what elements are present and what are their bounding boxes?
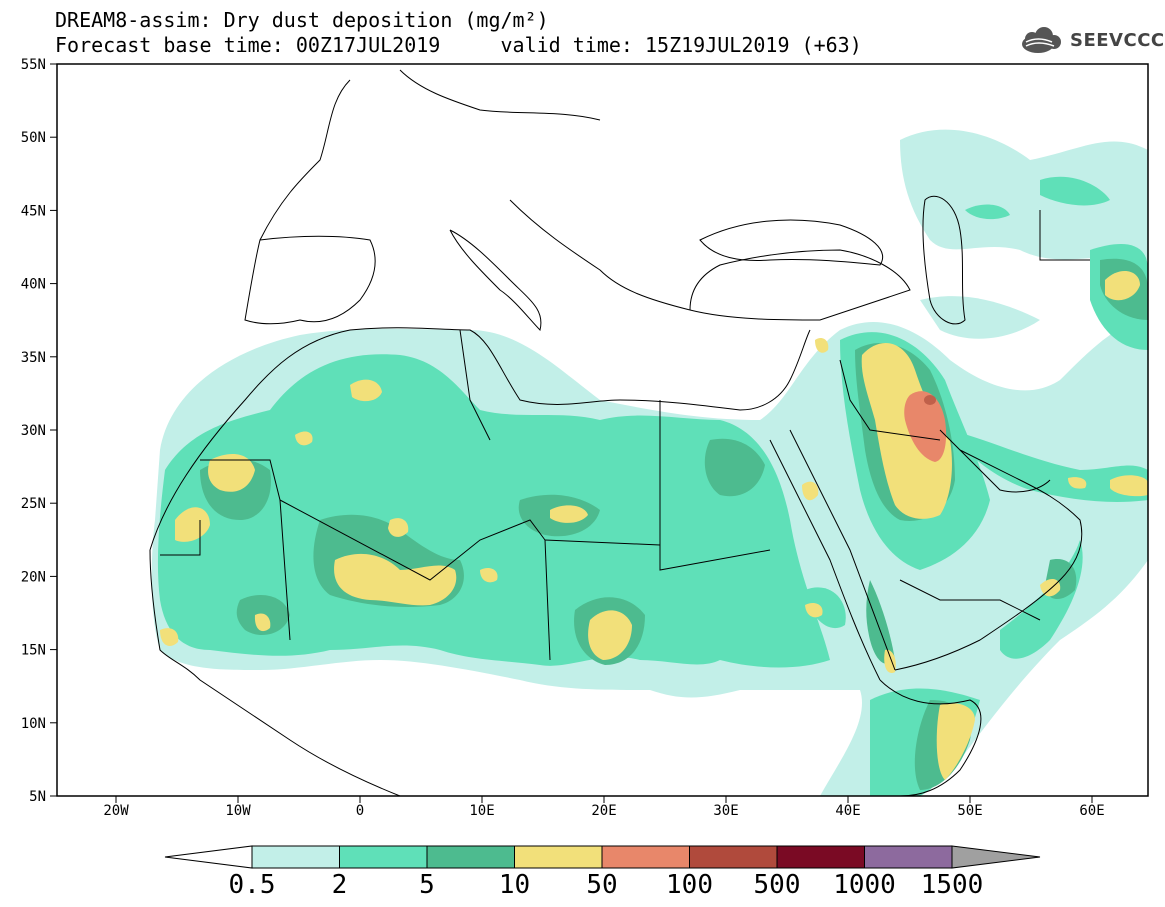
- lat-tick-label: 5N: [29, 789, 46, 805]
- colorbar-level-label: 500: [753, 870, 801, 900]
- colorbar-level-label: 10: [498, 870, 531, 900]
- lat-tick-label: 10N: [21, 716, 46, 732]
- lat-tick-label: 45N: [21, 203, 46, 219]
- seevccc-logo: [1022, 27, 1061, 53]
- dust-fields: [151, 129, 1148, 796]
- lon-tick-label: 50E: [957, 803, 982, 819]
- lon-tick-label: 20W: [103, 803, 129, 819]
- lat-tick-label: 15N: [21, 643, 46, 659]
- lon-tick-label: 60E: [1079, 803, 1104, 819]
- colorbar-swatch: [689, 845, 778, 869]
- lat-tick-label: 55N: [21, 57, 46, 73]
- colorbar: [164, 845, 1041, 869]
- colorbar-level-label: 100: [666, 870, 713, 900]
- logo-text: SEEVCCC: [1070, 30, 1165, 51]
- colorbar-swatch: [426, 845, 515, 869]
- colorbar-level-label: 0.5: [228, 870, 276, 900]
- colorbar-level-label: 5: [419, 870, 435, 900]
- longitude-axis: 20W 10W 0 10E 20E 30E 40E 50E 60E: [103, 796, 1105, 819]
- lat-tick-label: 30N: [21, 423, 46, 439]
- lon-tick-label: 10W: [225, 803, 251, 819]
- colorbar-level-label: 1000: [833, 870, 896, 900]
- colorbar-swatch: [339, 845, 428, 869]
- lon-tick-label: 0: [356, 803, 364, 819]
- lat-tick-label: 35N: [21, 350, 46, 366]
- forecast-time-subtitle: Forecast base time: 00Z17JUL2019 valid t…: [55, 33, 862, 57]
- level-10-field: [160, 270, 1148, 780]
- colorbar-swatch: [776, 845, 865, 869]
- lon-tick-label: 40E: [835, 803, 860, 819]
- colorbar-swatch: [251, 845, 340, 869]
- lat-tick-label: 40N: [21, 277, 46, 293]
- lat-tick-label: 20N: [21, 569, 46, 585]
- colorbar-swatch: [864, 845, 953, 869]
- lat-tick-label: 50N: [21, 130, 46, 146]
- map-title: DREAM8-assim: Dry dust deposition (mg/m²…: [55, 8, 549, 32]
- colorbar-low-arrow: [164, 845, 253, 869]
- colorbar-swatch: [601, 845, 690, 869]
- lon-tick-label: 20E: [591, 803, 616, 819]
- colorbar-level-label: 1500: [920, 870, 984, 900]
- coastlines: [149, 69, 1090, 796]
- level-50-field: [904, 391, 947, 462]
- lat-tick-label: 25N: [21, 496, 46, 512]
- colorbar-swatch: [514, 845, 603, 869]
- colorbar-level-label: 50: [586, 870, 618, 900]
- latitude-axis: 55N 50N 45N 40N 35N 30N 25N 20N 15N 10N 5N: [21, 57, 57, 805]
- lon-tick-label: 30E: [713, 803, 738, 819]
- level-100-field: [924, 395, 936, 405]
- lon-tick-label: 10E: [469, 803, 494, 819]
- colorbar-high-arrow: [951, 845, 1041, 869]
- colorbar-level-label: 2: [331, 870, 348, 900]
